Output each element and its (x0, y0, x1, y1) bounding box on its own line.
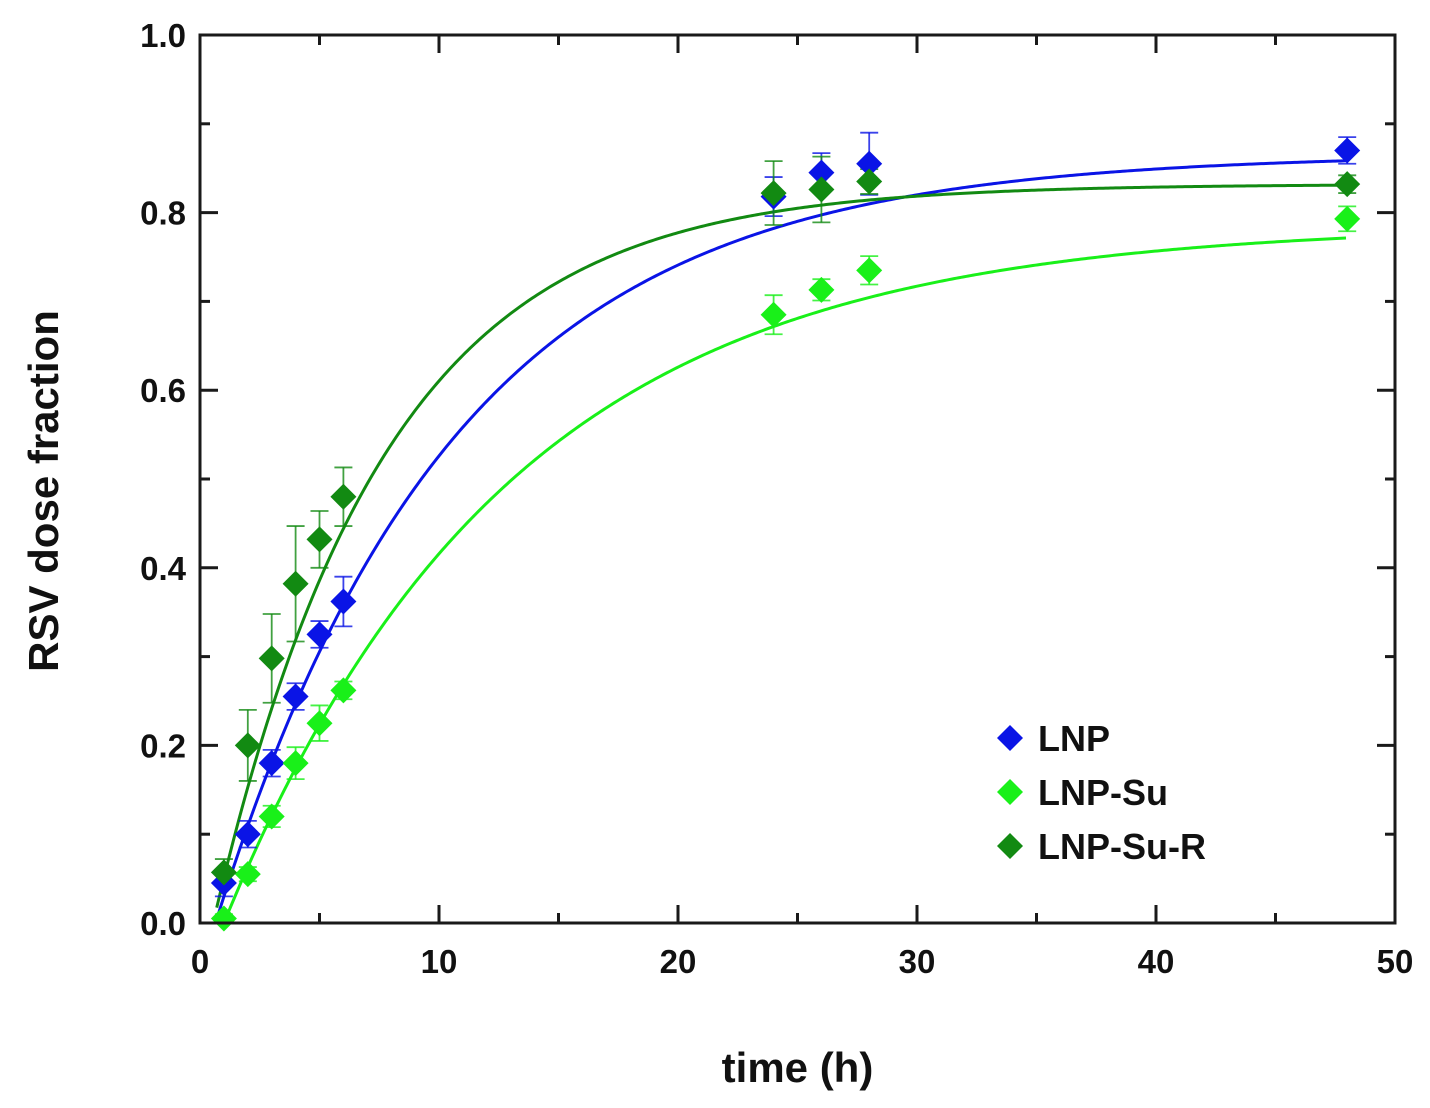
legend-label-lnp-su-r: LNP-Su-R (1038, 826, 1206, 867)
data-point-lnp-su (808, 276, 835, 303)
data-point-lnp (1334, 137, 1361, 164)
tick-labels: 0 10 20 30 40 50 0.0 0.2 0.4 0.6 0.8 1.0 (140, 17, 1413, 980)
legend-item-lnp-su: LNP-Su (997, 772, 1168, 813)
data-point-lnp (234, 821, 261, 848)
fit-curves (215, 159, 1348, 921)
data-point-lnp-su-r (234, 732, 261, 759)
x-tick-label: 40 (1138, 943, 1175, 980)
y-tick-label: 0.0 (140, 905, 186, 942)
data-point-lnp-su-r (258, 645, 285, 672)
fit-curve-lnp (215, 159, 1348, 920)
data-point-lnp (306, 621, 333, 648)
legend: LNP LNP-Su LNP-Su-R (997, 718, 1206, 867)
x-tick-label: 0 (191, 943, 209, 980)
fit-curve-lnp-su (223, 236, 1347, 921)
y-tick-label: 0.6 (140, 372, 186, 409)
data-point-lnp-su-r (210, 859, 237, 886)
data-markers (210, 137, 1361, 932)
data-point-lnp-su-r (856, 168, 883, 195)
axis-ticks (198, 33, 1397, 925)
data-point-lnp-su (856, 257, 883, 284)
x-tick-label: 20 (660, 943, 697, 980)
data-point-lnp (856, 150, 883, 177)
legend-label-lnp: LNP (1038, 718, 1110, 759)
data-point-lnp (282, 683, 309, 710)
data-point-lnp-su-r (760, 180, 787, 207)
y-axis-title: RSV dose fraction (20, 310, 67, 672)
plot-area-frame (198, 33, 1397, 925)
legend-item-lnp-su-r: LNP-Su-R (997, 826, 1206, 867)
x-tick-label: 30 (899, 943, 936, 980)
data-point-lnp-su (306, 710, 333, 737)
fit-curve-lnp-su-r (215, 183, 1348, 908)
data-point-lnp-su (258, 803, 285, 830)
data-point-lnp-su (282, 750, 309, 777)
data-point-lnp-su-r (330, 483, 357, 510)
data-point-lnp-su (234, 861, 261, 888)
y-tick-label: 1.0 (140, 17, 186, 54)
legend-item-lnp: LNP (997, 718, 1110, 759)
x-axis-title: time (h) (722, 1044, 874, 1091)
data-point-lnp-su (210, 905, 237, 932)
data-point-lnp (258, 750, 285, 777)
data-point-lnp (330, 588, 357, 615)
error-bars (214, 131, 1357, 924)
data-point-lnp (808, 159, 835, 186)
x-tick-label: 50 (1377, 943, 1414, 980)
data-point-lnp-su-r (282, 570, 309, 597)
data-point-lnp-su-r (808, 176, 835, 203)
data-point-lnp-su (330, 677, 357, 704)
y-tick-label: 0.2 (140, 727, 186, 764)
x-tick-label: 10 (421, 943, 458, 980)
data-point-lnp-su-r (1334, 171, 1361, 198)
legend-marker-lnp-su (997, 779, 1023, 805)
legend-label-lnp-su: LNP-Su (1038, 772, 1168, 813)
y-tick-label: 0.4 (140, 550, 187, 587)
data-point-lnp-su (760, 301, 787, 328)
data-point-lnp-su-r (306, 526, 333, 553)
data-point-lnp-su (1334, 205, 1361, 232)
legend-marker-lnp (997, 725, 1023, 751)
legend-marker-lnp-su-r (997, 833, 1023, 859)
y-tick-label: 0.8 (140, 195, 186, 232)
